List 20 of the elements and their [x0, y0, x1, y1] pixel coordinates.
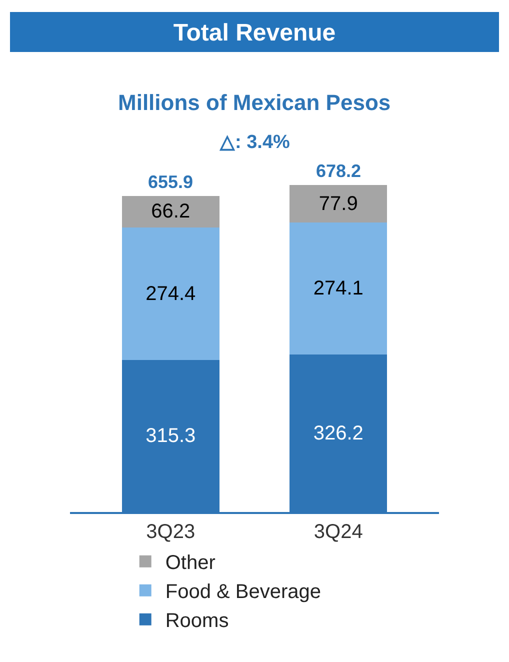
bar	[290, 185, 387, 223]
legend-label: Rooms	[165, 610, 229, 632]
bar	[290, 222, 387, 355]
chart-subtitle: Millions of Mexican Pesos	[118, 90, 391, 115]
legend-label: Food & Beverage	[165, 581, 322, 604]
data-label: 326.2	[313, 422, 364, 444]
total-label: 678.2	[316, 161, 362, 181]
data-label: 274.1	[313, 278, 364, 300]
x-tick-label: 3Q23	[146, 521, 196, 543]
data-label: 66.2	[151, 200, 190, 223]
x-tick-label: 3Q24	[314, 521, 363, 543]
legend-label: Other	[165, 552, 216, 574]
bar	[122, 196, 220, 228]
chart-title: Total Revenue	[173, 19, 336, 46]
data-label: 315.3	[146, 424, 196, 447]
text: △: 3.4%	[219, 132, 290, 153]
data-label: 274.4	[146, 282, 196, 305]
total-label: 655.9	[148, 172, 194, 192]
bar	[122, 228, 220, 360]
data-label: 77.9	[318, 192, 358, 215]
